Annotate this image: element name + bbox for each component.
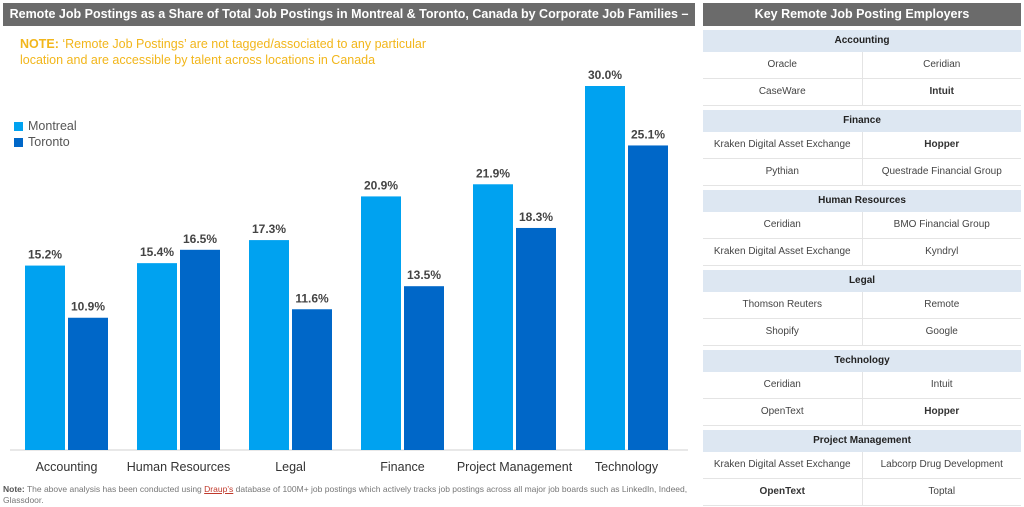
employer-name: Ceridian — [703, 372, 863, 398]
x-tick-label-technology: Technology — [595, 460, 659, 474]
x-tick-label-finance: Finance — [380, 460, 425, 474]
employer-name: Oracle — [703, 52, 863, 78]
employer-section-heading: Human Resources — [703, 190, 1021, 212]
employer-name: Google — [925, 326, 958, 337]
employer-section-heading: Project Management — [703, 430, 1021, 452]
note-top-label: NOTE: — [20, 37, 59, 51]
employer-name: Labcorp Drug Development — [880, 459, 1003, 470]
bar-montreal-accounting — [25, 265, 65, 450]
legend-item-montreal: Montreal — [14, 118, 77, 134]
employer-name: Intuit — [929, 86, 954, 97]
employer-name: Toptal — [928, 486, 956, 497]
employer-name: Kyndryl — [925, 246, 959, 257]
employer-name: CaseWare — [703, 79, 863, 105]
employer-name: Hopper — [924, 139, 960, 150]
employer-row: Ceridian Intuit — [703, 372, 1021, 399]
employer-name: Thomson Reuters — [703, 292, 863, 318]
employer-row: Shopify Google — [703, 319, 1021, 346]
bottom-note-text-1: The above analysis has been conducted us… — [24, 484, 205, 494]
bar-toronto-technology — [628, 145, 668, 450]
data-label-montreal-accounting: 15.2% — [28, 248, 62, 262]
data-label-toronto-technology: 25.1% — [631, 127, 665, 141]
bar-toronto-human-resources — [180, 249, 220, 450]
employer-name: Ceridian — [703, 212, 863, 238]
note-top: NOTE: ‘Remote Job Postings’ are not tagg… — [20, 36, 450, 68]
employers-panel-title: Key Remote Job Posting Employers — [703, 3, 1021, 26]
employer-row: Thomson Reuters Remote — [703, 292, 1021, 319]
bar-montreal-technology — [585, 86, 625, 450]
data-label-montreal-finance: 20.9% — [364, 178, 398, 192]
bar-toronto-accounting — [68, 317, 108, 450]
employer-section-human-resources: Human Resources Ceridian BMO Financial Gro… — [703, 190, 1021, 266]
data-label-toronto-project-management: 18.3% — [519, 210, 553, 224]
bottom-note-text-2: database of 100M+ job postings which act… — [3, 484, 688, 505]
employer-name: OpenText — [703, 399, 863, 425]
employer-section-legal: Legal Thomson Reuters Remote Shopify Google — [703, 270, 1021, 346]
bar-chart: 15.2% 10.9% Accounting 15.4% 16.5% Human Reso… — [10, 68, 688, 474]
bar-montreal-finance — [361, 196, 401, 450]
employer-row: Ceridian BMO Financial Group — [703, 212, 1021, 239]
data-label-montreal-legal: 17.3% — [252, 222, 286, 236]
employer-row: Pythian Questrade Financial Group — [703, 159, 1021, 186]
employer-name: Remote — [924, 299, 960, 310]
employer-section-project-management: Project Management Kraken Digital Asset E… — [703, 430, 1021, 506]
data-label-toronto-legal: 11.6% — [295, 291, 329, 305]
data-label-toronto-accounting: 10.9% — [71, 300, 105, 314]
note-top-text: ‘Remote Job Postings’ are not tagged/ass… — [20, 37, 426, 67]
legend-label-toronto: Toronto — [28, 135, 70, 149]
x-tick-label-legal: Legal — [275, 460, 306, 474]
draup-link[interactable]: Draup’s — [204, 484, 234, 494]
employer-section-heading: Finance — [703, 110, 1021, 132]
bar-montreal-project-management — [473, 184, 513, 450]
legend-label-montreal: Montreal — [28, 119, 77, 133]
x-tick-label-human-resources: Human Resources — [127, 460, 231, 474]
employer-row: CaseWare Intuit — [703, 79, 1021, 106]
employer-name: Questrade Financial Group — [881, 166, 1002, 177]
employer-section-heading: Legal — [703, 270, 1021, 292]
employer-section-finance: Finance Kraken Digital Asset Exchange Hopp… — [703, 110, 1021, 186]
employer-section-technology: Technology Ceridian Intuit OpenText Hopper — [703, 350, 1021, 426]
employer-row: OpenText Hopper — [703, 399, 1021, 426]
employer-row: Oracle Ceridian — [703, 52, 1021, 79]
bar-montreal-legal — [249, 240, 289, 450]
data-label-toronto-finance: 13.5% — [407, 268, 441, 282]
bar-toronto-legal — [292, 309, 332, 450]
employer-row: Kraken Digital Asset Exchange Labcorp Dru… — [703, 452, 1021, 479]
employer-section-heading: Accounting — [703, 30, 1021, 52]
employers-panel: Key Remote Job Posting Employers Account… — [703, 3, 1021, 506]
employer-name: Pythian — [703, 159, 863, 185]
legend-swatch-toronto — [14, 137, 23, 147]
data-label-toronto-human-resources: 16.5% — [183, 232, 217, 246]
data-label-montreal-technology: 30.0% — [588, 68, 622, 82]
x-tick-label-accounting: Accounting — [36, 460, 98, 474]
employer-section-accounting: Accounting Oracle Ceridian CaseWare Intuit — [703, 30, 1021, 106]
data-label-montreal-project-management: 21.9% — [476, 166, 510, 180]
data-label-montreal-human-resources: 15.4% — [140, 245, 174, 259]
employer-row: Kraken Digital Asset Exchange Kyndryl — [703, 239, 1021, 266]
employer-name: Ceridian — [923, 59, 961, 70]
bar-toronto-project-management — [516, 227, 556, 450]
employer-name: Kraken Digital Asset Exchange — [703, 132, 863, 158]
employer-name: BMO Financial Group — [893, 219, 990, 230]
legend-item-toronto: Toronto — [14, 134, 77, 150]
employer-name: Intuit — [930, 379, 953, 390]
employer-row: OpenText Toptal — [703, 479, 1021, 506]
bar-toronto-finance — [404, 286, 444, 450]
chart-title: Remote Job Postings as a Share of Total … — [3, 3, 695, 44]
x-tick-label-project-management: Project Management — [457, 460, 573, 474]
chart-legend: Montreal Toronto — [14, 118, 77, 150]
employer-row: Kraken Digital Asset Exchange Hopper — [703, 132, 1021, 159]
employer-name: Kraken Digital Asset Exchange — [703, 239, 863, 265]
employer-name: Shopify — [703, 319, 863, 345]
employer-name: OpenText — [703, 479, 863, 505]
employer-name: Kraken Digital Asset Exchange — [703, 452, 863, 478]
bottom-note: Note: The above analysis has been conduc… — [3, 484, 703, 506]
bar-montreal-human-resources — [137, 263, 177, 450]
employer-section-heading: Technology — [703, 350, 1021, 372]
bottom-note-label: Note: — [3, 484, 25, 494]
employer-name: Hopper — [924, 406, 960, 417]
legend-swatch-montreal — [14, 121, 23, 131]
